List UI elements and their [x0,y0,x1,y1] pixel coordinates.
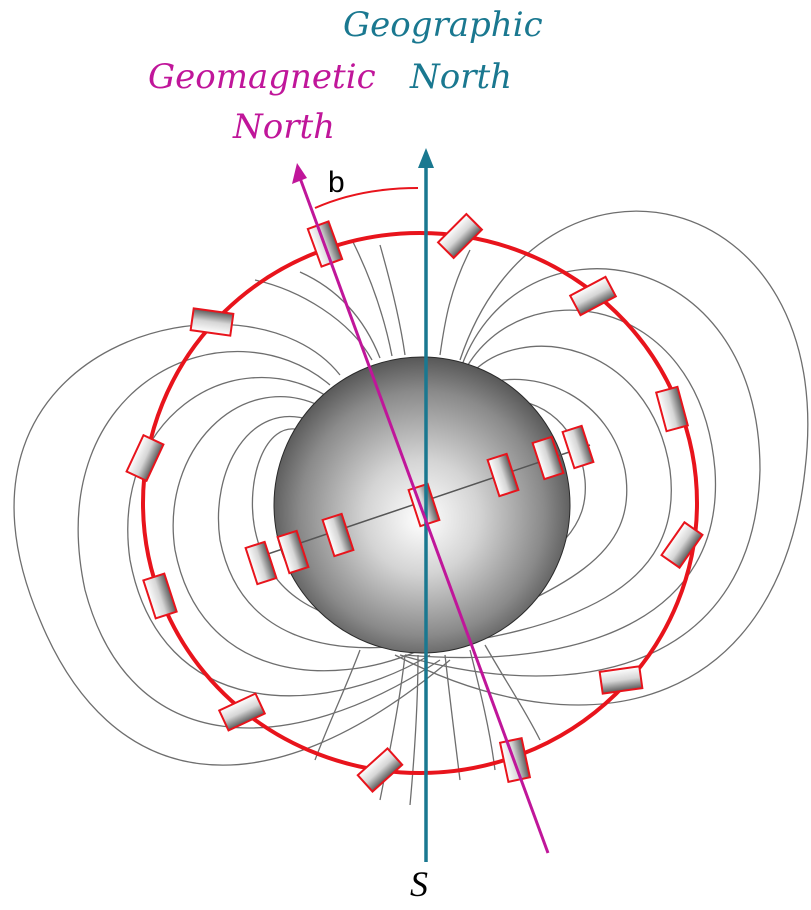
declination-angle-arc [314,187,419,209]
field-line [77,350,441,729]
field-line [409,654,419,806]
field-line [439,249,471,356]
field-line [404,309,717,659]
geomagnetic-axis [298,177,550,854]
field-line [351,239,393,357]
field-line [379,244,406,356]
compass-needle [142,572,178,620]
compass-needle [531,435,565,481]
geomagnetic-axis-arrowhead [292,163,307,184]
field-line [127,376,431,697]
field-line [254,279,373,361]
compass-needle [568,275,618,317]
compass-needle [598,665,644,695]
field-line [409,345,672,651]
compass-needle [217,692,267,732]
field-line [469,649,496,771]
surface-compass-needles [244,424,595,586]
field-line [484,644,541,741]
compass-needle [436,212,484,260]
field-line [217,415,411,649]
compass-needle [244,540,278,586]
ring-compass-needles [125,212,704,793]
field-line [444,654,461,781]
geographic-label-line1: Geographic [343,5,543,45]
south-pole-label: S [410,864,428,904]
geographic-label-line2: North [409,57,512,97]
compass-needle [561,424,595,470]
compass-needle [125,433,165,483]
compass-needle [654,385,690,433]
field-line [314,649,361,761]
compass-ring [141,231,699,775]
compass-needle [486,452,520,498]
geomagnetic-label-line1: Geomagnetic [148,57,376,97]
compass-needle [660,520,704,570]
compass-needle [356,747,404,793]
angle-label: b [328,166,345,199]
field-line [299,271,381,359]
geomagnetic-label-line2: North [232,107,335,147]
field-line [399,268,761,677]
field-line [394,210,809,706]
geographic-axis-arrowhead [418,148,434,168]
compass-needle [276,529,310,575]
compass-needle [321,512,355,558]
compass-needle [189,307,235,337]
magnetic-field-lines [13,210,809,806]
field-line [172,395,421,672]
